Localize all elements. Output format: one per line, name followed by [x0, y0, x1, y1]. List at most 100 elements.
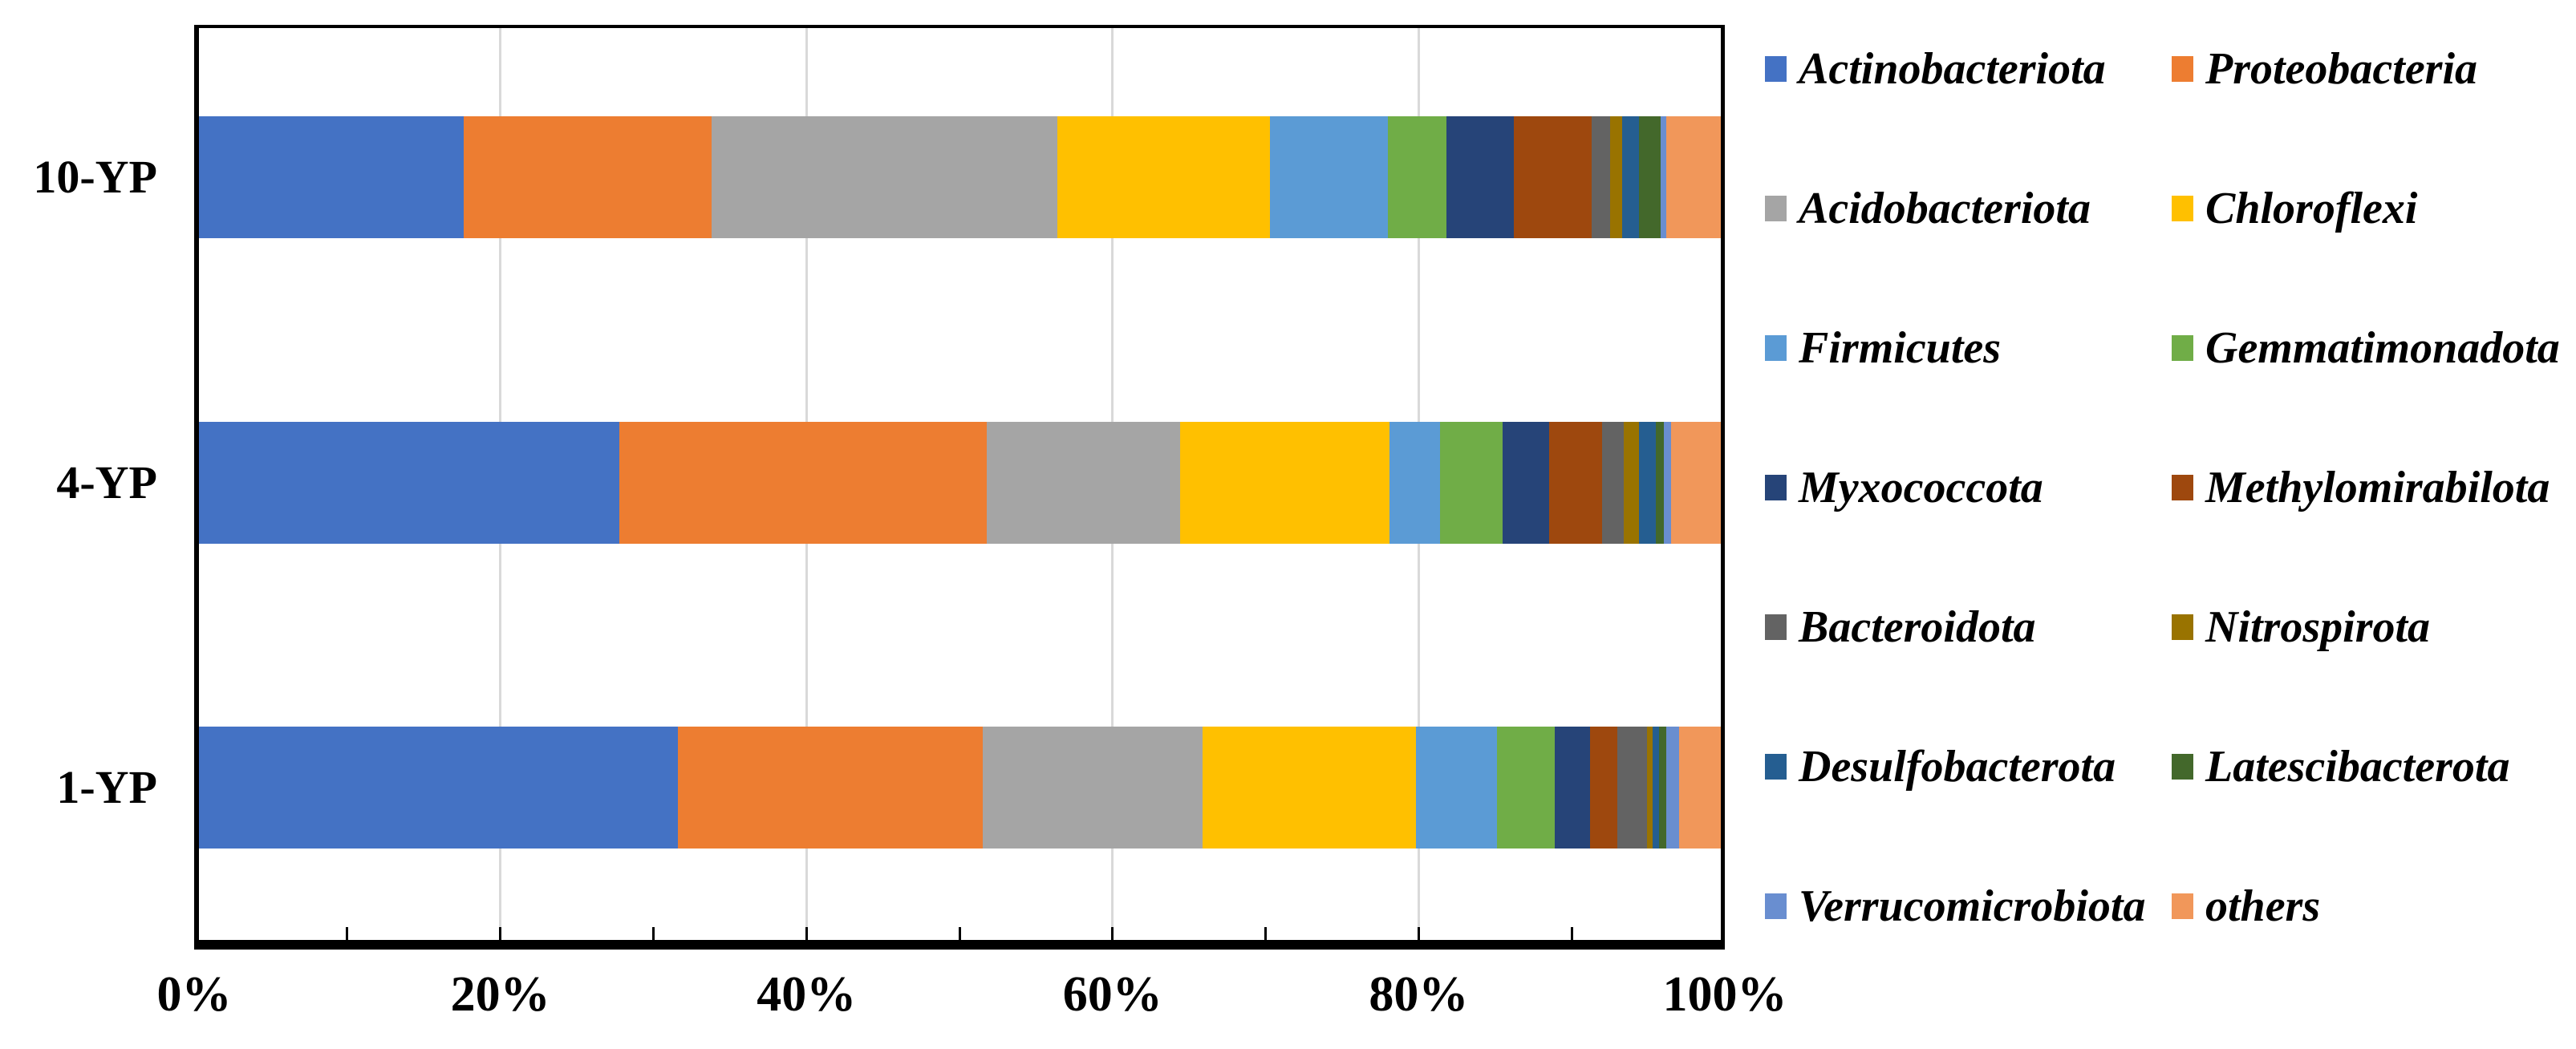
segment-1-YP-Proteobacteria	[677, 726, 983, 849]
segment-4-YP-Latescibacterota	[1656, 421, 1664, 544]
legend-swatch-Chloroflexi	[2172, 196, 2193, 221]
x-tick-60pct	[1111, 927, 1114, 940]
legend-label-Verrucomicrobiota: Verrucomicrobiota	[1799, 881, 2146, 931]
legend-entry-others: others	[2172, 877, 2320, 935]
category-label-4-YP: 4-YP	[56, 456, 157, 508]
x-tick-80pct	[1417, 927, 1420, 940]
segment-10-YP-Nitrospirota	[1609, 116, 1623, 239]
segment-10-YP-Verrucomicrobiota	[1660, 116, 1667, 239]
segment-4-YP-Bacteroidota	[1602, 421, 1625, 544]
segment-1-YP-Myxococcota	[1555, 726, 1591, 849]
x-tick-40pct	[805, 927, 808, 940]
segment-1-YP-Desulfobacterota	[1653, 726, 1659, 849]
legend-swatch-Methylomirabilota	[2172, 475, 2193, 500]
x-tick-10pct	[346, 927, 349, 940]
segment-1-YP-Nitrospirota	[1646, 726, 1653, 849]
x-axis-label-0%: 0%	[156, 967, 232, 1022]
segment-10-YP-Chloroflexi	[1057, 116, 1271, 239]
legend-entry-Bacteroidota: Bacteroidota	[1765, 598, 2036, 656]
legend-entry-Methylomirabilota: Methylomirabilota	[2172, 459, 2550, 516]
legend-swatch-Acidobacteriota	[1765, 196, 1787, 221]
legend-entry-Acidobacteriota: Acidobacteriota	[1765, 180, 2091, 237]
x-axis-label-40%: 40%	[757, 967, 857, 1022]
legend-entry-Verrucomicrobiota: Verrucomicrobiota	[1765, 877, 2145, 935]
legend-label-Actinobacteriota: Actinobacteriota	[1799, 44, 2106, 94]
legend-label-Gemmatimonadota: Gemmatimonadota	[2205, 323, 2560, 373]
segment-4-YP-Acidobacteriota	[987, 421, 1180, 544]
segment-4-YP-Gemmatimonadota	[1440, 421, 1503, 544]
segment-10-YP-Bacteroidota	[1592, 116, 1610, 239]
segment-1-YP-Latescibacterota	[1658, 726, 1667, 849]
category-label-10-YP: 10-YP	[33, 151, 157, 204]
x-tick-70pct	[1264, 927, 1268, 940]
segment-10-YP-Firmicutes	[1270, 116, 1389, 239]
legend-swatch-Myxococcota	[1765, 475, 1787, 500]
legend-entry-Nitrospirota: Nitrospirota	[2172, 598, 2430, 656]
y-axis-line	[194, 25, 199, 950]
segment-1-YP-Chloroflexi	[1203, 726, 1416, 849]
legend-entry-Proteobacteria: Proteobacteria	[2172, 40, 2477, 98]
legend-swatch-Latescibacterota	[2172, 754, 2193, 780]
bar-1-YP	[194, 726, 1725, 849]
legend-swatch-Proteobacteria	[2172, 56, 2193, 82]
segment-10-YP-Methylomirabilota	[1513, 116, 1592, 239]
legend-label-Desulfobacterota: Desulfobacterota	[1799, 742, 2116, 792]
segment-4-YP-Proteobacteria	[619, 421, 988, 544]
segment-10-YP-Desulfobacterota	[1622, 116, 1640, 239]
legend-swatch-Bacteroidota	[1765, 614, 1787, 640]
segment-4-YP-Verrucomicrobiota	[1663, 421, 1672, 544]
legend-label-Nitrospirota: Nitrospirota	[2205, 602, 2431, 652]
x-axis-label-80%: 80%	[1369, 967, 1469, 1022]
legend-label-Myxococcota: Myxococcota	[1799, 463, 2043, 512]
segment-1-YP-Acidobacteriota	[982, 726, 1203, 849]
legend-swatch-Verrucomicrobiota	[1765, 893, 1787, 919]
legend-label-others: others	[2205, 881, 2321, 931]
legend-label-Firmicutes: Firmicutes	[1799, 323, 2002, 373]
legend-entry-Myxococcota: Myxococcota	[1765, 459, 2043, 516]
segment-1-YP-Actinobacteriota	[194, 726, 678, 849]
segment-1-YP-others	[1678, 726, 1725, 849]
legend-entry-Latescibacterota: Latescibacterota	[2172, 738, 2509, 796]
legend-swatch-Firmicutes	[1765, 335, 1787, 361]
segment-1-YP-Firmicutes	[1415, 726, 1497, 849]
x-axis-label-100%: 100%	[1662, 967, 1787, 1022]
x-axis-label-60%: 60%	[1062, 967, 1162, 1022]
x-axis-label-20%: 20%	[450, 967, 550, 1022]
bar-4-YP	[194, 421, 1725, 544]
x-tick-20pct	[499, 927, 502, 940]
legend-swatch-Nitrospirota	[2172, 614, 2193, 640]
bar-10-YP	[194, 116, 1725, 239]
legend-swatch-Actinobacteriota	[1765, 56, 1787, 82]
segment-1-YP-Methylomirabilota	[1590, 726, 1618, 849]
plot-border-right	[1721, 25, 1725, 950]
legend-swatch-Desulfobacterota	[1765, 754, 1787, 780]
segment-10-YP-Actinobacteriota	[194, 116, 464, 239]
x-tick-30pct	[651, 927, 655, 940]
legend-swatch-Gemmatimonadota	[2172, 335, 2193, 361]
segment-10-YP-others	[1666, 116, 1725, 239]
x-tick-50pct	[958, 927, 961, 940]
x-tick-90pct	[1570, 927, 1573, 940]
legend-label-Proteobacteria: Proteobacteria	[2205, 44, 2478, 94]
legend-entry-Chloroflexi: Chloroflexi	[2172, 180, 2417, 237]
segment-4-YP-Firmicutes	[1389, 421, 1441, 544]
segment-4-YP-others	[1671, 421, 1725, 544]
segment-4-YP-Actinobacteriota	[194, 421, 620, 544]
legend-label-Latescibacterota: Latescibacterota	[2205, 742, 2510, 792]
legend-entry-Firmicutes: Firmicutes	[1765, 319, 2001, 377]
plot-border-top	[194, 25, 1725, 28]
category-label-1-YP: 1-YP	[56, 760, 157, 813]
plot-area	[194, 25, 1725, 950]
legend-entry-Desulfobacterota: Desulfobacterota	[1765, 738, 2116, 796]
segment-4-YP-Chloroflexi	[1179, 421, 1390, 544]
segment-4-YP-Methylomirabilota	[1548, 421, 1603, 544]
segment-1-YP-Verrucomicrobiota	[1666, 726, 1679, 849]
segment-4-YP-Nitrospirota	[1624, 421, 1640, 544]
segment-1-YP-Gemmatimonadota	[1496, 726, 1556, 849]
segment-10-YP-Latescibacterota	[1639, 116, 1661, 239]
segment-1-YP-Bacteroidota	[1617, 726, 1647, 849]
segment-10-YP-Proteobacteria	[463, 116, 712, 239]
segment-10-YP-Gemmatimonadota	[1388, 116, 1446, 239]
legend-entry-Gemmatimonadota: Gemmatimonadota	[2172, 319, 2560, 377]
